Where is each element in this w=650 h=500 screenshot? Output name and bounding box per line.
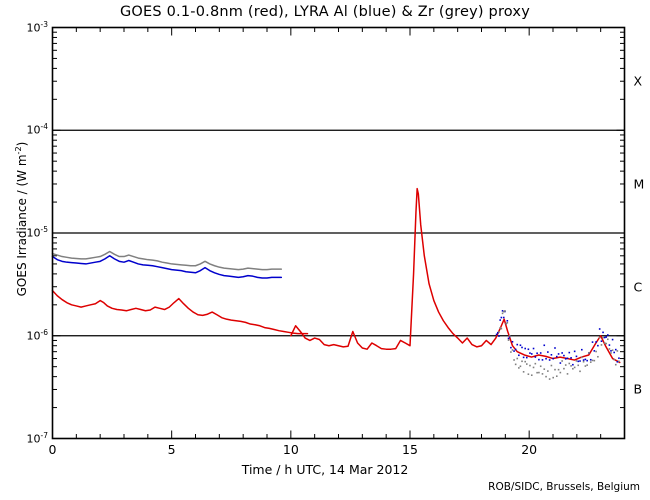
x-tick-20: 20: [521, 442, 538, 457]
y-tick-1e-3: 10-3: [26, 19, 48, 34]
credit-text: ROB/SIDC, Brussels, Belgium: [488, 481, 640, 493]
y-tick-1e-7: 10-7: [26, 430, 48, 445]
chart-title: GOES 0.1-0.8nm (red), LYRA Al (blue) & Z…: [120, 4, 530, 20]
flare-class-B: B: [633, 381, 643, 397]
flare-class-C: C: [633, 279, 643, 295]
flare-class-X: X: [633, 73, 643, 89]
y-tick-1e-4: 10-4: [26, 122, 48, 137]
x-tick-10: 10: [282, 442, 299, 457]
x-tick-5: 5: [167, 442, 176, 457]
y-tick-1e-5: 10-5: [26, 224, 48, 240]
flare-class-M: M: [633, 176, 645, 192]
x-axis-label: Time / h UTC, 14 Mar 2012: [241, 462, 409, 477]
x-tick-15: 15: [402, 442, 418, 457]
x-tick-0: 0: [48, 442, 57, 457]
y-tick-1e-6: 10-6: [26, 327, 48, 343]
